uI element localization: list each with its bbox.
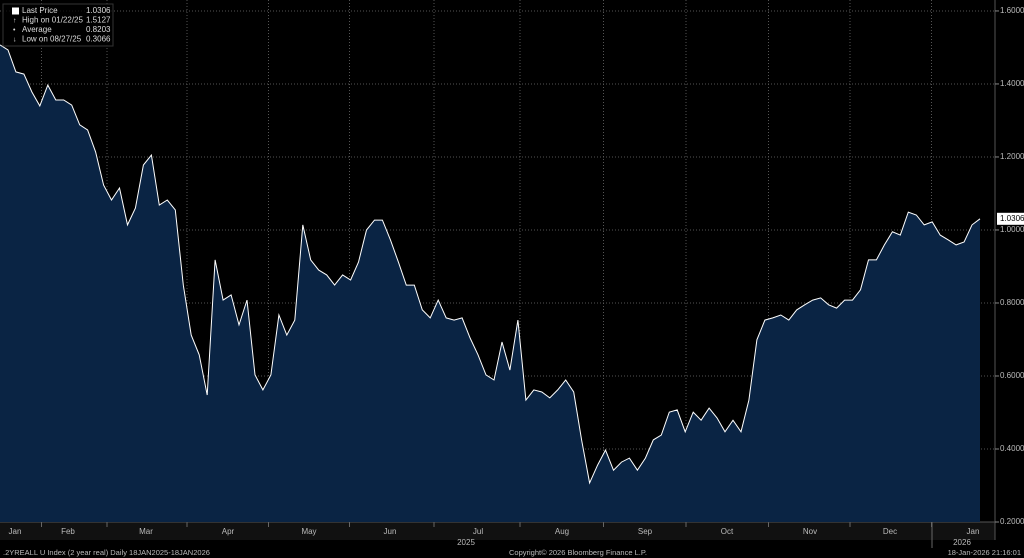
legend-icon: • bbox=[13, 27, 16, 34]
legend-value: 1.0306 bbox=[86, 6, 111, 15]
legend-label: Average bbox=[22, 25, 52, 34]
year-label: 2026 bbox=[953, 538, 971, 547]
legend-label: Last Price bbox=[22, 6, 58, 15]
legend-label: High on 01/22/25 bbox=[22, 16, 83, 25]
x-tick-label: Apr bbox=[222, 527, 235, 536]
y-tick-label: 0.8000 bbox=[1000, 298, 1024, 307]
footer-center: Copyright© 2026 Bloomberg Finance L.P. bbox=[509, 548, 647, 557]
legend-swatch bbox=[12, 7, 19, 15]
legend-value: 1.5127 bbox=[86, 16, 111, 25]
x-tick-label: Jul bbox=[473, 527, 483, 536]
x-tick-label: Feb bbox=[61, 527, 75, 536]
legend-label: Low on 08/27/25 bbox=[22, 35, 82, 44]
y-tick-label: 1.6000 bbox=[1000, 6, 1024, 15]
y-tick-label: 1.4000 bbox=[1000, 79, 1024, 88]
year-label: 2025 bbox=[457, 538, 475, 547]
legend-value: 0.8203 bbox=[86, 25, 111, 34]
x-axis-band bbox=[0, 522, 995, 540]
x-tick-label: Oct bbox=[721, 527, 734, 536]
line bbox=[0, 44, 981, 485]
y-tick-label: 0.6000 bbox=[1000, 371, 1024, 380]
legend-box bbox=[2, 3, 114, 47]
y-tick-label: 0.4000 bbox=[1000, 444, 1024, 453]
x-tick-label: Aug bbox=[555, 527, 569, 536]
x-tick-label: Mar bbox=[139, 527, 153, 536]
x-tick-label: Jun bbox=[384, 527, 397, 536]
x-tick-label: Sep bbox=[638, 527, 653, 536]
y-tick-label: 1.0000 bbox=[1000, 225, 1024, 234]
footer-right: 18-Jan-2026 21:16:01 bbox=[948, 548, 1021, 557]
last-price-label: 1.0306 bbox=[1000, 214, 1024, 223]
x-tick-label: May bbox=[301, 527, 316, 536]
legend-value: 0.3066 bbox=[86, 35, 111, 44]
area bbox=[0, 44, 980, 523]
last-price-tag bbox=[997, 212, 1024, 225]
x-tick-label: Dec bbox=[883, 527, 897, 536]
x-tick-label: Nov bbox=[803, 527, 817, 536]
legend-icon: ↑ bbox=[13, 17, 17, 24]
x-tick-label: Jan bbox=[967, 527, 980, 536]
legend-icon: ↓ bbox=[13, 36, 17, 43]
y-tick-label: 1.2000 bbox=[1000, 152, 1024, 161]
footer-left: .2YREALL U Index (2 year real) Daily 18J… bbox=[3, 548, 210, 557]
x-tick-label: Jan bbox=[9, 527, 22, 536]
y-tick-label: 0.2000 bbox=[1000, 517, 1024, 526]
